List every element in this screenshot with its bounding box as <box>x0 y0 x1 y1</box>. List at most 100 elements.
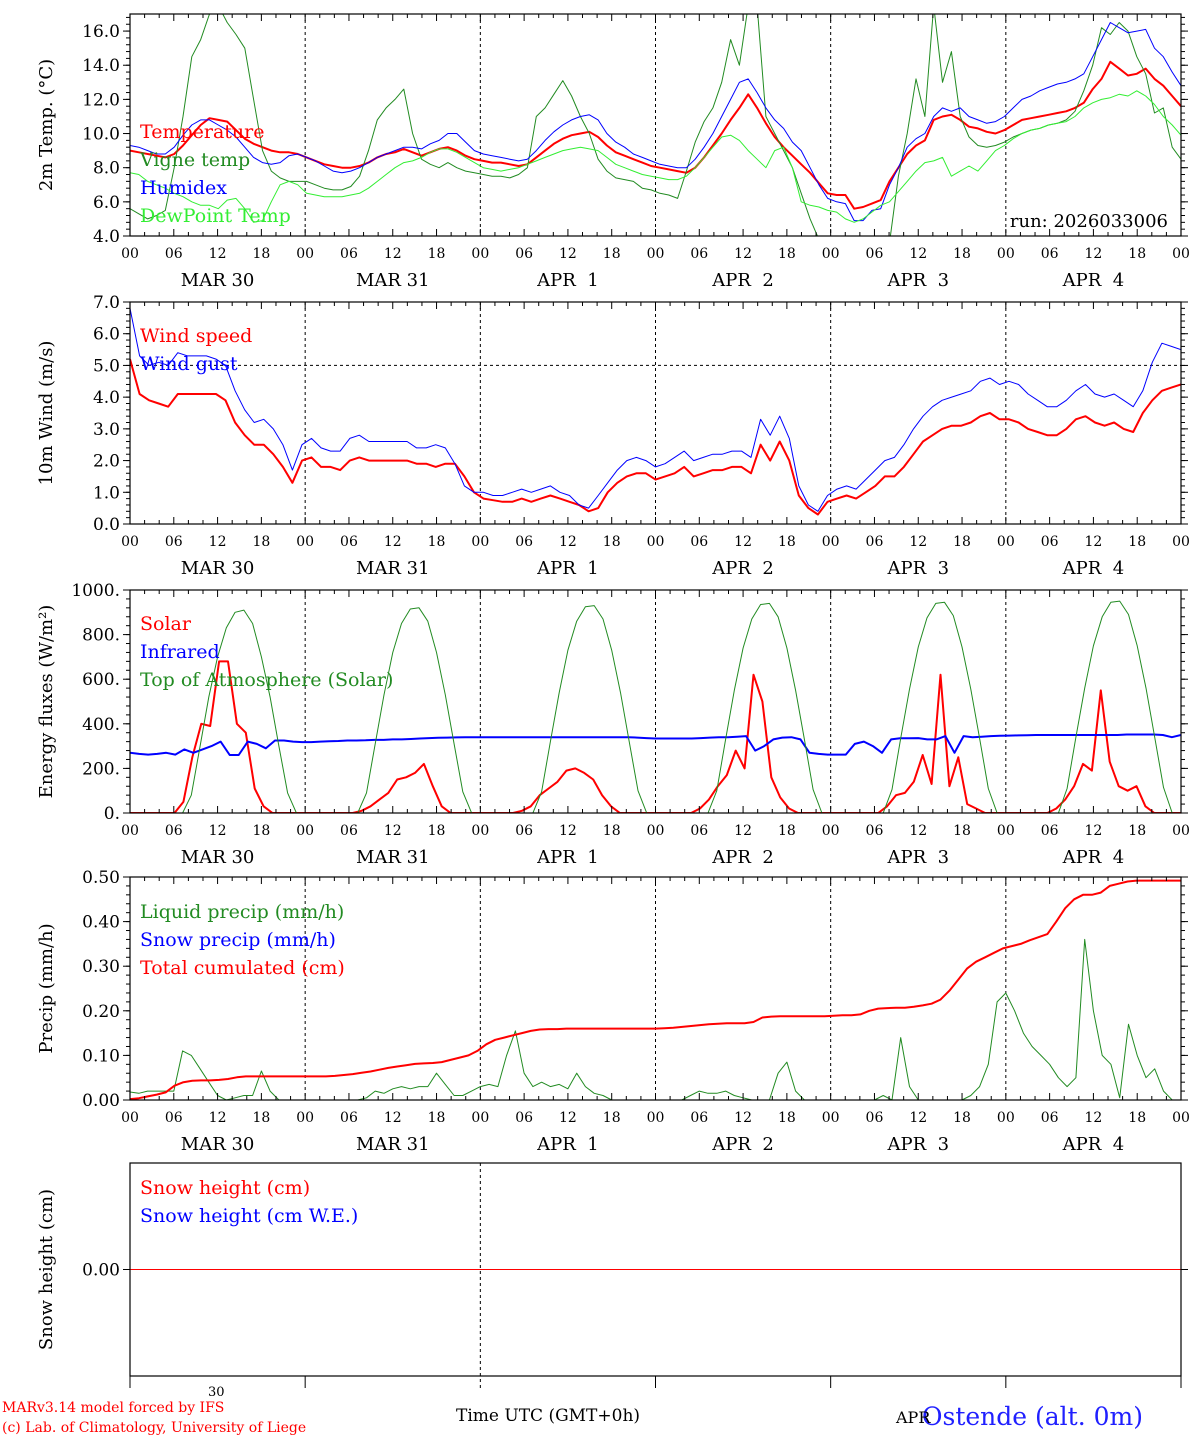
y-tick-label: 7.0 <box>93 293 120 313</box>
x-hour-label: 00 <box>121 1110 139 1126</box>
legend-temperature: Temperature <box>140 121 264 143</box>
series-group <box>130 308 1181 516</box>
y-tick-label: 6.0 <box>93 325 120 345</box>
x-hour-label: 12 <box>209 823 227 839</box>
x-hour-label: 18 <box>428 534 446 550</box>
x-day-label: APR 4 <box>1062 270 1125 291</box>
x-hour-label: 18 <box>428 1110 446 1126</box>
x-hour-label: 12 <box>559 246 577 262</box>
y-tick-label: 14.0 <box>82 56 120 76</box>
x-day-label: MAR 31 <box>356 1134 430 1155</box>
panel-energy: 0. 200. 400. 600. 800. 1000. Energy fluxes (W/… <box>36 581 1190 868</box>
x-day-label: APR 1 <box>536 847 599 868</box>
legend-wind-speed: Wind speed <box>140 325 252 347</box>
x-hour-label: 06 <box>866 1110 884 1126</box>
x-hour-label: 00 <box>647 246 665 262</box>
x-hour-label: 18 <box>603 534 621 550</box>
x-hour-label: 06 <box>515 823 533 839</box>
x-hour-label: 18 <box>778 823 796 839</box>
series-wind-speed <box>130 358 1181 516</box>
x-hour-label: 06 <box>866 534 884 550</box>
y-tick-label: 0.20 <box>82 1002 120 1022</box>
x-hour-label: 06 <box>340 246 358 262</box>
x-hour-label: 18 <box>428 823 446 839</box>
x-axis-title: Time UTC (GMT+0h) <box>456 1406 641 1426</box>
x-hour-label: 12 <box>909 534 927 550</box>
legend-total-cumulated-cm: Total cumulated (cm) <box>140 957 345 979</box>
series-group <box>130 14 1181 236</box>
x-hour-label: 18 <box>953 246 971 262</box>
x-day-label: APR 3 <box>886 558 949 579</box>
x-hour-label: 00 <box>471 1110 489 1126</box>
x-day-label: APR 3 <box>886 1134 949 1155</box>
stray-day-label: 30 <box>208 1385 225 1400</box>
x-hour-label: 00 <box>647 823 665 839</box>
x-day-label: APR 2 <box>711 847 774 868</box>
series-vigne-temp <box>130 14 1181 236</box>
x-hour-label: 12 <box>209 534 227 550</box>
x-day-label: MAR 31 <box>356 270 430 291</box>
series-group <box>130 600 1181 813</box>
x-day-label: APR 1 <box>536 270 599 291</box>
x-hour-label: 06 <box>340 823 358 839</box>
x-day-label: APR 4 <box>1062 558 1125 579</box>
legend-solar: Solar <box>140 613 192 635</box>
y-tick-label: 400. <box>82 715 120 735</box>
x-hour-label: 00 <box>1172 246 1190 262</box>
x-day-label: APR 2 <box>711 558 774 579</box>
x-hour-label: 06 <box>515 246 533 262</box>
series-total-cumulated-cm <box>130 879 1181 1100</box>
legend-snow-height-cm-w-e: Snow height (cm W.E.) <box>140 1205 358 1227</box>
y-tick-label: 0.00 <box>82 1261 120 1281</box>
x-hour-label: 12 <box>559 1110 577 1126</box>
x-hour-label: 00 <box>1172 1110 1190 1126</box>
run-label: run: 2026033006 <box>1010 211 1168 232</box>
x-hour-label: 06 <box>690 823 708 839</box>
x-hour-label: 00 <box>296 246 314 262</box>
x-day-label: MAR 31 <box>356 847 430 868</box>
plot-frame <box>129 589 1182 814</box>
x-hour-label: 06 <box>165 534 183 550</box>
x-hour-label: 06 <box>340 534 358 550</box>
x-hour-label: 12 <box>1085 534 1103 550</box>
y-tick-label: 0.30 <box>82 957 120 977</box>
y-tick-label: 16.0 <box>82 22 120 42</box>
x-hour-label: 12 <box>209 1110 227 1126</box>
y-tick-label: 1000. <box>71 581 120 601</box>
panel-snow: 0.00 Snow height (cm) Snow height (cm) Snow… <box>36 1162 1188 1390</box>
series-humidex <box>130 22 1181 222</box>
legend-dewpoint-temp: DewPoint Temp <box>140 205 291 227</box>
x-hour-label: 00 <box>121 823 139 839</box>
x-hour-label: 06 <box>1041 534 1059 550</box>
x-hour-label: 00 <box>1172 534 1190 550</box>
x-hour-label: 00 <box>822 246 840 262</box>
x-hour-label: 18 <box>778 1110 796 1126</box>
y-axis-title: Snow height (cm) <box>36 1189 57 1350</box>
x-day-label: APR 4 <box>1062 1134 1125 1155</box>
x-hour-label: 00 <box>647 534 665 550</box>
x-day-label: APR 4 <box>1062 847 1125 868</box>
y-tick-label: 0.00 <box>82 1091 120 1111</box>
x-hour-label: 00 <box>997 534 1015 550</box>
x-hour-label: 00 <box>647 1110 665 1126</box>
x-hour-label: 00 <box>296 534 314 550</box>
x-hour-label: 12 <box>384 246 402 262</box>
x-hour-label: 18 <box>603 246 621 262</box>
legend-infrared: Infrared <box>140 641 220 663</box>
x-hour-label: 12 <box>734 1110 752 1126</box>
x-hour-label: 18 <box>1128 823 1146 839</box>
x-hour-label: 12 <box>909 1110 927 1126</box>
y-tick-label: 4.0 <box>93 388 120 408</box>
y-tick-label: 3.0 <box>93 420 120 440</box>
x-hour-label: 00 <box>471 534 489 550</box>
x-hour-label: 00 <box>121 534 139 550</box>
legend-liquid-precip-mm-h: Liquid precip (mm/h) <box>140 901 344 923</box>
x-hour-label: 00 <box>296 823 314 839</box>
x-hour-label: 06 <box>165 246 183 262</box>
y-tick-label: 6.0 <box>93 193 120 213</box>
y-tick-label: 200. <box>82 759 120 779</box>
x-hour-label: 12 <box>384 1110 402 1126</box>
x-hour-label: 06 <box>340 1110 358 1126</box>
x-hour-label: 00 <box>296 1110 314 1126</box>
series-wind-gust <box>130 308 1181 512</box>
